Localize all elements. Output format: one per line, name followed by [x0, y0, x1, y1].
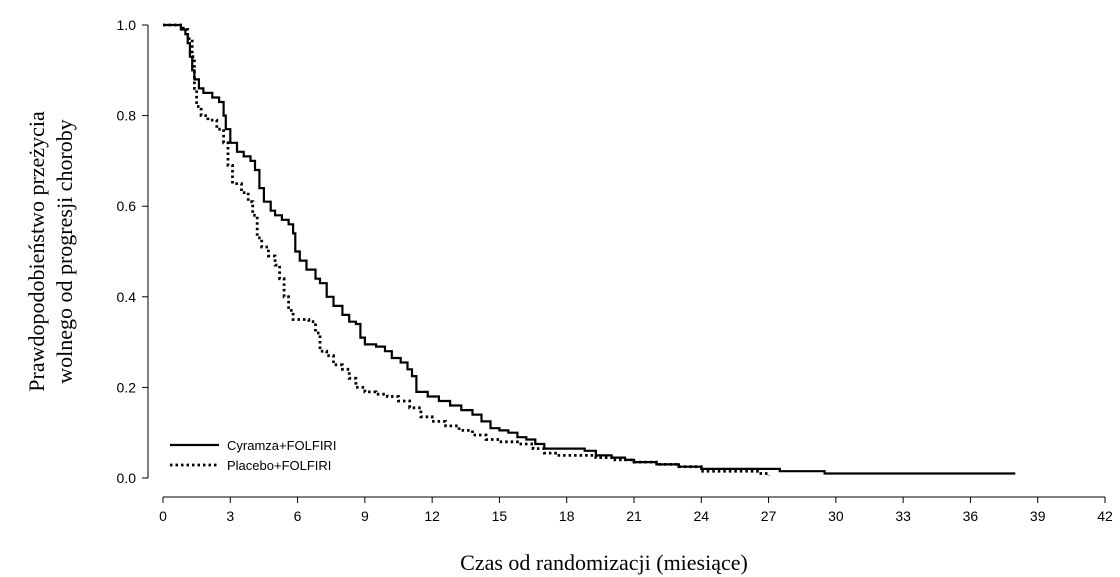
y-axis-title-line-2: wolnego od progresji choroby [52, 119, 77, 384]
y-tick-label: 0.4 [117, 289, 137, 305]
legend: Cyramza+FOLFIRI Placebo+FOLFIRI [170, 438, 336, 473]
x-tick-label: 12 [424, 508, 440, 524]
x-tick-label: 39 [1030, 508, 1046, 524]
legend-label-cyramza: Cyramza+FOLFIRI [227, 438, 336, 453]
series-line-placebo-folfiri [163, 23, 770, 476]
series-line-cyramza-folfiri [163, 23, 1016, 475]
x-axis: 0 3 6 9 12 15 18 21 24 27 30 33 36 39 42 [159, 496, 1113, 524]
x-tick-label: 33 [895, 508, 911, 524]
x-tick-label: 6 [294, 508, 302, 524]
y-tick-label: 0.6 [117, 198, 137, 214]
x-tick-label: 18 [559, 508, 575, 524]
x-tick-label: 27 [761, 508, 777, 524]
x-tick-label: 42 [1097, 508, 1113, 524]
y-tick-label: 0.0 [117, 470, 137, 486]
y-tick-label: 0.2 [117, 379, 137, 395]
x-tick-label: 30 [828, 508, 844, 524]
y-axis-title: Prawdopodobieństwo przeżycia wolnego od … [24, 111, 77, 392]
x-tick-label: 21 [626, 508, 642, 524]
y-tick-label: 0.8 [117, 108, 137, 124]
x-tick-label: 3 [226, 508, 234, 524]
x-tick-label: 0 [159, 508, 167, 524]
series-group [163, 23, 1016, 476]
y-tick-label: 1.0 [117, 17, 137, 33]
x-tick-label: 36 [963, 508, 979, 524]
x-axis-title: Czas od randomizacji (miesiące) [460, 550, 748, 575]
x-tick-label: 9 [361, 508, 369, 524]
x-tick-label: 24 [693, 508, 709, 524]
legend-label-placebo: Placebo+FOLFIRI [227, 458, 331, 473]
y-axis-title-line-1: Prawdopodobieństwo przeżycia [24, 111, 49, 392]
x-tick-label: 15 [492, 508, 508, 524]
y-axis: 0.0 0.2 0.4 0.6 0.8 1.0 [117, 17, 149, 486]
